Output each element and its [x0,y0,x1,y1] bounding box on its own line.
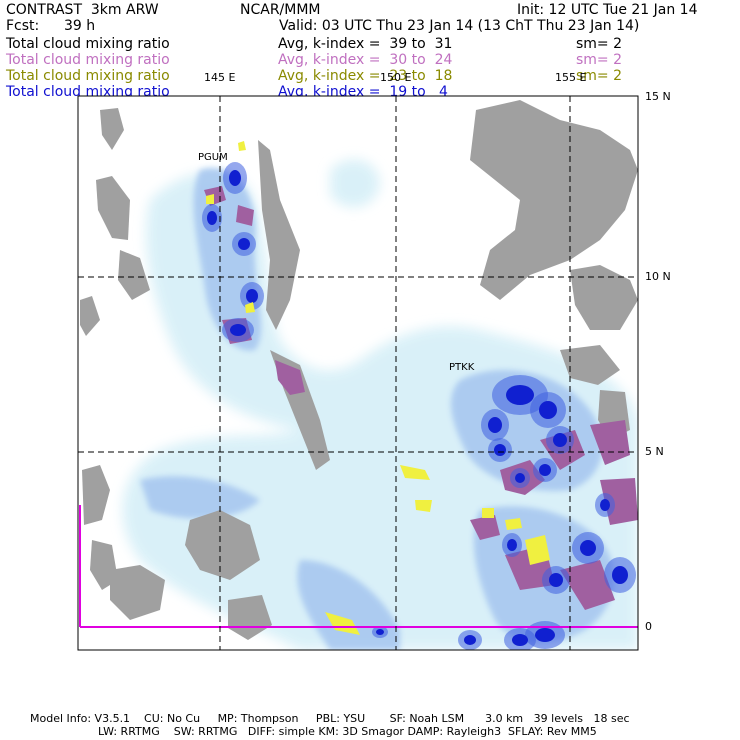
valid-time: Valid: 03 UTC Thu 23 Jan 14 (13 ChT Thu … [279,18,640,34]
lon-label-145: 145 E [204,71,236,84]
legend-field-name: Total cloud mixing ratio [6,52,170,68]
lon-label-155: 155 E [555,71,587,84]
low-level-cloud-patches [206,141,550,635]
lat-label-equator: 0 [645,620,652,633]
legend-level-range: Avg, k-index = 23 to 18 [278,68,453,84]
lat-label-5n: 5 N [645,445,664,458]
lat-lon-grid [78,96,638,650]
legend-level-range: Avg, k-index = 39 to 31 [278,36,453,52]
legend-field-name: Total cloud mixing ratio [6,36,170,52]
land-masses [80,100,638,640]
station-pgum: PGUM [198,152,228,163]
station-ptkk: PTKK [449,362,475,373]
map-frame [77,95,639,651]
lat-label-10n: 10 N [645,270,671,283]
forecast-label: Fcst: [6,18,40,34]
legend-row: Total cloud mixing ratio Avg, k-index = … [6,36,622,52]
legend-smoothing: sm= 2 [576,52,623,68]
forecast-hours: 39 h [64,18,96,34]
init-time: Init: 12 UTC Tue 21 Jan 14 [517,2,698,18]
lat-label-15n: 15 N [645,90,671,103]
legend-smoothing: sm= 2 [576,36,623,52]
field-legend: Total cloud mixing ratio Avg, k-index = … [6,36,622,100]
legend-smoothing: sm= 2 [576,68,623,84]
model-info-line1: Model Info: V3.5.1 CU: No Cu MP: Thompso… [30,712,630,725]
model-info-line2: LW: RRTMG SW: RRTMG DIFF: simple KM: 3D … [98,725,597,738]
convective-cores [202,162,636,650]
legend-row: Total cloud mixing ratio Avg, k-index = … [6,68,622,84]
legend-row: Total cloud mixing ratio Avg, k-index = … [6,52,622,68]
center-name: NCAR/MMM [240,2,321,18]
legend-field-name: Total cloud mixing ratio [6,68,170,84]
legend-level-range: Avg, k-index = 30 to 24 [278,52,453,68]
model-title: CONTRAST 3km ARW [6,2,159,18]
lon-label-150: 150 E [380,71,412,84]
